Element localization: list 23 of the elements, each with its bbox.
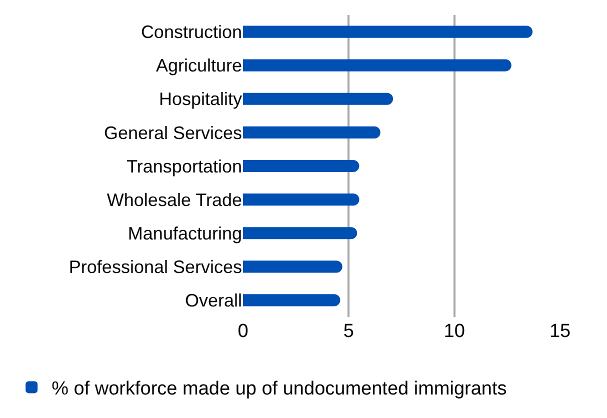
bar bbox=[243, 26, 533, 38]
y-tick-label: Hospitality bbox=[158, 89, 242, 110]
legend-label: % of workforce made up of undocumented immigrants bbox=[52, 378, 507, 400]
y-tick-label: Manufacturing bbox=[128, 223, 242, 244]
y-tick-label: Overall bbox=[184, 290, 242, 311]
y-tick-label: Agriculture bbox=[156, 56, 242, 76]
bar bbox=[243, 92, 394, 105]
y-tick-label: Transportation bbox=[126, 156, 242, 176]
bar bbox=[243, 294, 340, 306]
bar bbox=[243, 227, 358, 240]
x-tick-label: 15 bbox=[549, 321, 571, 342]
y-tick-label: Wholesale Trade bbox=[106, 190, 242, 210]
x-tick-label: 0 bbox=[238, 321, 248, 342]
bar bbox=[243, 260, 342, 273]
bar bbox=[243, 194, 360, 206]
bar bbox=[243, 160, 360, 172]
x-tick-label: 10 bbox=[444, 321, 465, 342]
y-tick-label: Professional Services bbox=[68, 256, 242, 277]
bar bbox=[243, 59, 512, 72]
bar bbox=[243, 126, 380, 138]
x-tick-label: 5 bbox=[343, 321, 354, 342]
y-tick-label: General Services bbox=[104, 122, 242, 143]
y-tick-label: Construction bbox=[140, 22, 242, 42]
